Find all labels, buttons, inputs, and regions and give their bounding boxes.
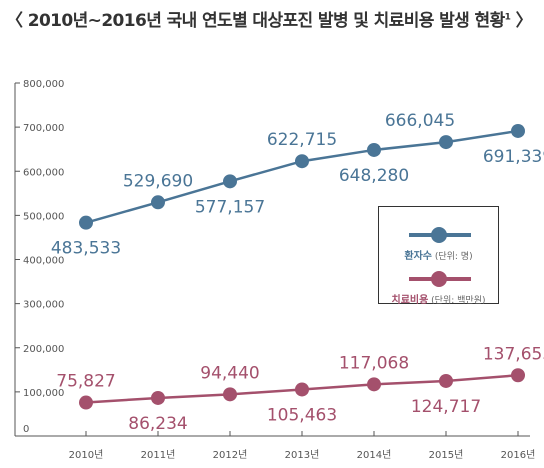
x-tick-label: 2016년 [501, 449, 536, 461]
legend-cost-label: 치료비용 (단위: 백만원) [391, 295, 486, 306]
cost-data-point [439, 373, 453, 388]
chart-title: 〈 2010년~2016년 국내 연도별 대상포진 발병 및 치료비용 발생 현… [6, 11, 533, 31]
legend: 환자수 (단위: 명) 치료비용 (단위: 백만원) [378, 206, 499, 306]
cost-data-point [367, 377, 381, 392]
x-tick-label: 2011년 [141, 449, 176, 461]
legend-patients-marker [431, 227, 447, 243]
cost-data-label: 137,653 [483, 344, 544, 364]
cost-data-label: 117,068 [339, 353, 409, 373]
cost-data-point [295, 382, 309, 397]
legend-patients-label: 환자수 (단위: 명) [404, 251, 473, 262]
cost-data-point [151, 390, 165, 405]
patients-data-point [367, 142, 381, 157]
cost-data-point [223, 387, 237, 402]
y-tick-label: 800,000 [23, 79, 64, 90]
patients-data-point [79, 215, 93, 230]
patients-data-label: 666,045 [385, 111, 455, 131]
patients-data-label: 529,690 [123, 171, 193, 191]
cost-data-label: 124,717 [411, 397, 481, 417]
y-tick-label: 0 [23, 424, 29, 435]
cost-data-label: 86,234 [128, 414, 187, 434]
patients-data-label: 622,715 [267, 130, 337, 150]
y-tick-label: 500,000 [23, 211, 64, 222]
x-tick-label: 2012년 [213, 449, 248, 461]
x-tick-label: 2015년 [429, 449, 464, 461]
patients-data-point [295, 154, 309, 169]
y-tick-label: 700,000 [23, 123, 64, 134]
y-tick-label: 100,000 [23, 388, 64, 399]
y-tick-label: 600,000 [23, 167, 64, 178]
patients-data-point [151, 195, 165, 210]
patients-data-label: 691,339 [483, 147, 544, 167]
cost-data-label: 105,463 [267, 405, 337, 425]
x-tick-label: 2014년 [357, 449, 392, 461]
legend-cost-marker [431, 271, 447, 287]
cost-data-label: 75,827 [56, 372, 115, 392]
cost-data-point [511, 368, 525, 383]
y-tick-label: 400,000 [23, 256, 64, 267]
patients-data-point [439, 135, 453, 150]
cost-data-label: 94,440 [200, 363, 259, 383]
patients-data-point [511, 123, 525, 138]
patients-data-label: 648,280 [339, 166, 409, 186]
patients-data-point [223, 174, 237, 189]
x-tick-label: 2010년 [69, 449, 104, 461]
patients-data-label: 483,533 [51, 239, 121, 259]
y-tick-label: 200,000 [23, 344, 64, 355]
patients-data-label: 577,157 [195, 197, 265, 217]
y-tick-label: 300,000 [23, 300, 64, 311]
x-tick-label: 2013년 [285, 449, 320, 461]
cost-data-point [79, 395, 93, 410]
